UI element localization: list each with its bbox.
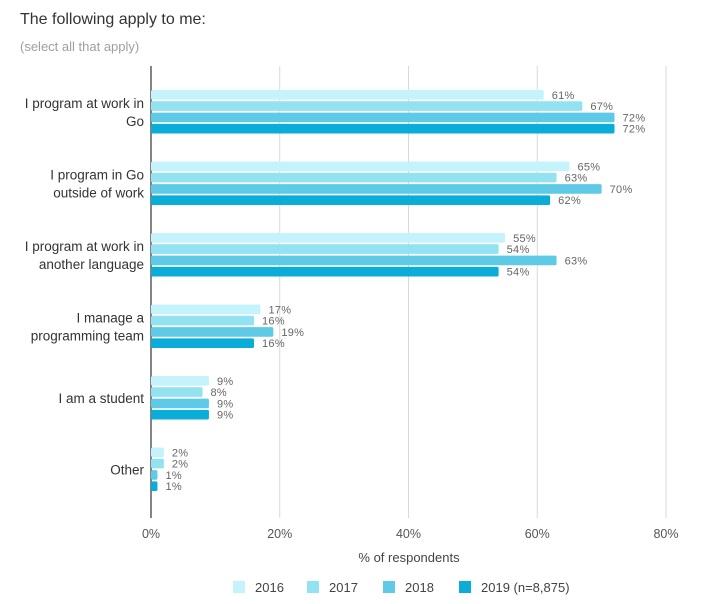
bar	[151, 266, 499, 277]
bar-value-label: 2%	[172, 459, 189, 471]
bar-value-label: 54%	[507, 267, 530, 279]
legend-label: 2016	[255, 580, 284, 595]
legend-label: 2019 (n=8,875)	[481, 580, 570, 595]
bar-value-label: 2%	[172, 447, 189, 459]
bar-value-label: 8%	[211, 387, 228, 399]
bar	[151, 447, 164, 458]
bar-value-label: 9%	[217, 410, 234, 422]
bar-value-label: 61%	[552, 90, 575, 102]
category-label: I program at work in Go	[25, 96, 144, 129]
bar	[151, 195, 551, 205]
chart-subtitle: (select all that apply)	[20, 39, 139, 54]
bar	[151, 338, 254, 348]
category-label: I program in Go outside of work	[50, 167, 144, 200]
bar-value-label: 9%	[217, 376, 234, 388]
bar	[151, 304, 261, 315]
legend-swatch	[459, 581, 471, 593]
bar	[151, 327, 274, 337]
bar-value-label: 16%	[262, 338, 285, 350]
category-label: Other	[110, 462, 144, 477]
x-tick-label: 80%	[653, 527, 678, 541]
bar-value-label: 17%	[268, 304, 291, 316]
bar	[151, 112, 615, 123]
x-axis-label: % of respondents	[358, 550, 460, 565]
bar-value-label: 19%	[281, 327, 304, 339]
bar-value-label: 1%	[165, 481, 182, 493]
bar	[151, 184, 602, 194]
bar-value-label: 63%	[565, 173, 588, 185]
bar	[151, 233, 506, 243]
x-tick-label: 20%	[267, 527, 292, 541]
bar-value-label: 72%	[623, 124, 646, 136]
bar	[151, 470, 158, 480]
bar	[151, 123, 615, 134]
bar	[151, 376, 209, 386]
legend-label: 2018	[405, 580, 434, 595]
bar-value-label: 72%	[623, 112, 646, 124]
bar	[151, 255, 557, 266]
bar-value-label: 63%	[565, 255, 588, 267]
bar	[151, 101, 583, 111]
bar-value-label: 65%	[577, 161, 600, 173]
category-label: I program at work in another language	[25, 239, 144, 272]
bar-value-label: 62%	[558, 195, 581, 207]
bar	[151, 172, 557, 183]
category-label: I manage a programming team	[31, 310, 145, 343]
chart-title: The following apply to me:	[20, 11, 206, 28]
x-axis-ticks: 0% 20% 40% 60% 80%	[142, 527, 679, 541]
grid-layer	[150, 66, 667, 518]
bar	[151, 481, 158, 491]
x-tick-label: 60%	[525, 527, 550, 541]
x-tick-label: 40%	[396, 527, 421, 541]
bar-value-label: 70%	[610, 184, 633, 196]
bar-value-label: 1%	[165, 470, 182, 482]
category-labels: I program at work in Go I program in Go out…	[25, 96, 145, 478]
category-label: I am a student	[58, 391, 144, 406]
bar	[151, 90, 544, 100]
bars-layer: 61%67%72%72%65%63%70%62%55%54%63%54%17%1…	[151, 90, 645, 493]
bar	[151, 244, 499, 254]
bar-value-label: 9%	[217, 398, 234, 410]
bar	[151, 387, 203, 397]
legend-swatch	[233, 581, 245, 593]
bar-value-label: 54%	[507, 244, 530, 256]
x-tick-label: 0%	[142, 527, 160, 541]
legend-swatch	[383, 581, 395, 593]
bar	[151, 315, 254, 326]
bar	[151, 458, 164, 469]
bar-value-label: 67%	[590, 101, 613, 113]
bar-value-label: 16%	[262, 316, 285, 328]
bar-value-label: 55%	[513, 233, 536, 245]
legend-swatch	[307, 581, 319, 593]
bar	[151, 398, 209, 409]
bar	[151, 161, 570, 172]
legend: 2016 2017 2018 2019 (n=8,875)	[233, 580, 570, 595]
legend-label: 2017	[329, 580, 358, 595]
bar	[151, 409, 209, 420]
